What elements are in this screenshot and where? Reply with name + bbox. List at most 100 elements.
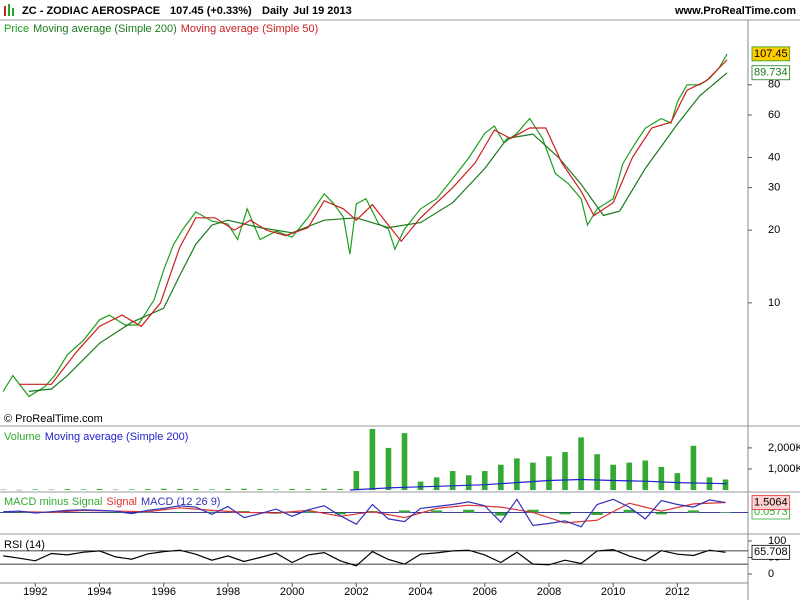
bar	[433, 477, 440, 490]
bar	[112, 489, 119, 491]
bar	[206, 511, 218, 513]
bar	[241, 488, 247, 490]
bar	[497, 464, 504, 490]
bar	[623, 509, 635, 513]
bar	[273, 489, 279, 490]
value-tag-box	[751, 495, 791, 510]
value-tag-box	[751, 544, 791, 560]
value-tag: 1.5064	[751, 495, 791, 510]
bar	[398, 510, 411, 513]
bar	[209, 489, 215, 490]
bar	[385, 447, 392, 490]
y-tick-label: 100	[768, 535, 786, 547]
bar	[722, 479, 729, 490]
bar	[495, 512, 507, 516]
bar	[334, 512, 346, 515]
bar	[144, 489, 151, 490]
logo-icon	[4, 4, 14, 16]
copyright: © ProRealTime.com	[4, 413, 103, 425]
bar	[642, 460, 649, 490]
bar	[463, 509, 475, 513]
bar	[353, 471, 360, 490]
value-tag-label: 1.5064	[754, 496, 788, 508]
bar	[369, 428, 376, 490]
bar	[109, 512, 122, 514]
legend-entry: Moving average (Simple 200)	[45, 431, 189, 443]
bar	[96, 488, 103, 490]
x-tick-label: 1998	[216, 586, 240, 598]
bar	[417, 481, 424, 490]
y-tick-label: 80	[768, 79, 780, 91]
bar	[302, 511, 314, 513]
legend-entry: Volume	[4, 431, 41, 443]
bar	[690, 445, 697, 490]
period: Daily	[262, 5, 289, 17]
legend-entry: Moving average (Simple 200)	[33, 23, 177, 35]
value-tag: 89.734	[751, 65, 791, 81]
legend-entry: Price	[4, 23, 29, 35]
quote: 107.45 (+0.33%)	[170, 5, 252, 17]
bar	[481, 471, 488, 490]
bar	[80, 489, 87, 490]
series-line	[349, 478, 728, 491]
x-tick-label: 2004	[408, 586, 432, 598]
series-line	[3, 548, 726, 567]
bar	[128, 489, 135, 490]
bar	[48, 489, 55, 491]
bar	[527, 509, 539, 513]
bar	[514, 458, 520, 490]
x-tick-label: 1992	[23, 586, 47, 598]
site: www.ProRealTime.com	[674, 5, 796, 17]
bar	[174, 512, 186, 514]
value-tag-label: 89.734	[754, 67, 788, 79]
bar	[578, 437, 584, 490]
bar	[594, 454, 600, 490]
bar	[238, 511, 250, 513]
date: Jul 19 2013	[293, 5, 352, 17]
legend-entry: Signal	[106, 496, 137, 508]
series-line	[28, 72, 728, 392]
bar	[658, 466, 665, 490]
bar	[305, 489, 311, 490]
y-tick-label: 0	[768, 568, 774, 580]
bar	[289, 488, 295, 490]
bar	[655, 512, 667, 515]
bar	[546, 456, 552, 490]
bar	[465, 475, 472, 490]
bar	[32, 489, 39, 490]
bar	[626, 462, 633, 490]
bar	[562, 452, 568, 490]
value-tag-label: 65.708	[754, 546, 788, 558]
bar	[225, 488, 231, 490]
bar	[64, 489, 71, 490]
bar	[16, 489, 23, 491]
bar	[13, 512, 25, 513]
y-tick-label: 2,000K	[768, 442, 800, 454]
x-tick-label: 2002	[344, 586, 368, 598]
y-tick-label: 1,000K	[768, 463, 800, 475]
bar	[176, 488, 183, 490]
series-line	[3, 498, 726, 528]
x-tick-label: 2008	[537, 586, 561, 598]
y-tick-label: 40	[768, 151, 780, 163]
bar	[257, 489, 263, 490]
bar	[687, 510, 700, 513]
bar	[674, 473, 681, 490]
x-tick-label: 2012	[665, 586, 689, 598]
value-tag: 107.45	[751, 46, 791, 62]
bar	[530, 462, 536, 490]
legend-entry: RSI (14)	[4, 539, 45, 551]
bar	[0, 489, 7, 491]
bar	[719, 512, 732, 513]
value-tag: 65.708	[751, 544, 791, 560]
x-tick-label: 2010	[601, 586, 625, 598]
bar	[321, 488, 328, 490]
value-tag-box	[751, 65, 791, 81]
bar	[193, 489, 199, 490]
series-line	[19, 501, 726, 524]
bar	[430, 510, 443, 513]
x-tick-label: 1996	[151, 586, 175, 598]
y-tick-label: 60	[768, 109, 780, 121]
